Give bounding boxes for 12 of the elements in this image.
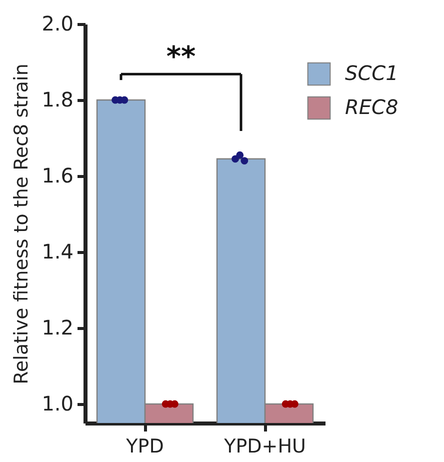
y-tick-label: 1.6 — [42, 164, 74, 188]
legend-label: REC8 — [345, 95, 398, 119]
legend-label: SCC1 — [345, 61, 398, 85]
y-tick-label: 2.0 — [42, 12, 74, 36]
y-tick-label: 1.2 — [42, 316, 74, 340]
y-tick-label: 1.8 — [42, 88, 74, 112]
y-tick-label: 1.0 — [42, 392, 74, 416]
y-tick-label: 1.4 — [42, 240, 74, 264]
annotation: ** — [166, 40, 196, 74]
y-axis-title: Relative fitness to the Rec8 strain — [10, 64, 33, 384]
x-tick-label: YPD — [125, 436, 164, 458]
x-tick-label: YPD+HU — [223, 436, 306, 458]
